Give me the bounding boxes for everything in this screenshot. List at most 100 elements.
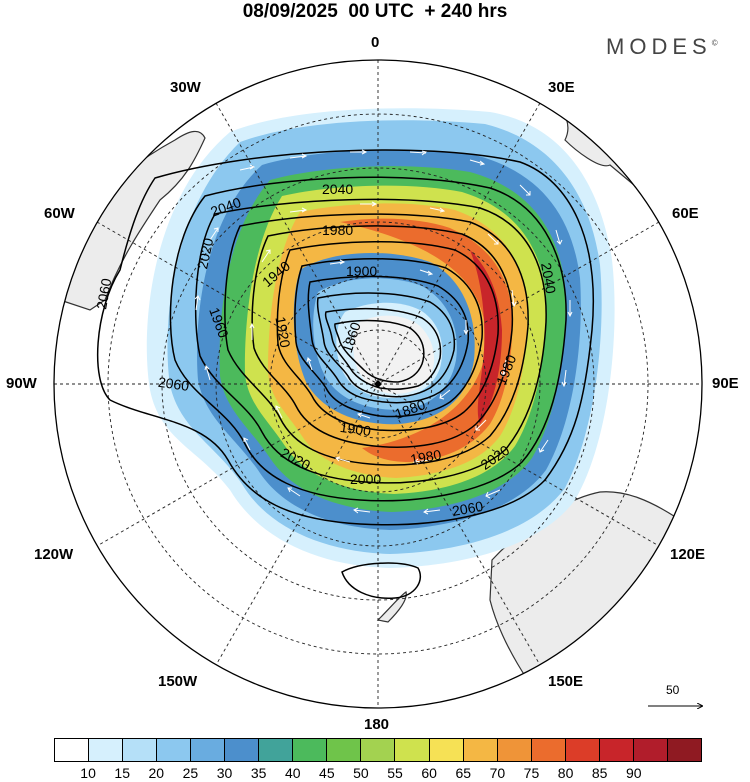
colorbar-label: 35 <box>250 765 267 781</box>
lon-label-150w: 150W <box>158 673 198 690</box>
wind-arrow <box>261 249 271 263</box>
shade-core-white <box>353 315 435 394</box>
wind-arrow <box>287 487 301 497</box>
colorbar-label: 70 <box>489 765 506 781</box>
colorbar-swatch <box>463 739 498 761</box>
colorbar-swatch <box>429 739 464 761</box>
colorbar-label: 10 <box>80 765 96 781</box>
wind-arrow <box>360 201 378 207</box>
wind-arrow <box>561 369 567 388</box>
contour-label: 2000 <box>350 471 381 487</box>
colorbar-label: 75 <box>523 765 540 781</box>
wind-arrow <box>567 300 573 318</box>
wind-arrow <box>243 437 251 451</box>
colorbar-label: 40 <box>284 765 301 781</box>
south-pole-marker <box>374 380 382 388</box>
contour-1860 <box>334 319 425 383</box>
colorbar-label: 80 <box>557 765 574 781</box>
wind-arrow <box>485 489 501 499</box>
contour-2040 <box>169 176 567 502</box>
wind-arrow <box>511 289 517 308</box>
contour-label: 2020 <box>194 236 216 270</box>
colorbar-label: 65 <box>455 765 472 781</box>
contour-label: 1900 <box>346 263 377 279</box>
contour-label: 2060 <box>157 374 190 394</box>
contour-label: 2040 <box>538 261 559 295</box>
wind-arrow <box>487 233 499 245</box>
colorbar-swatch <box>259 739 294 761</box>
copyright-mark: © <box>711 38 718 48</box>
colorbar-swatch <box>361 739 396 761</box>
colorbar-label: 25 <box>182 765 199 781</box>
lon-label-120w: 120W <box>34 546 74 563</box>
colorbar-swatch <box>395 739 430 761</box>
colorbar-swatch <box>633 739 668 761</box>
lon-label-0: 0 <box>371 34 380 51</box>
contour-1880 <box>324 307 442 391</box>
wind-arrow <box>423 508 441 515</box>
colorbar-label: 15 <box>114 765 130 781</box>
lon-label-30e: 30E <box>548 79 575 96</box>
wind-arrow <box>475 419 487 431</box>
colorbar-swatch <box>89 739 124 761</box>
wind-arrow <box>413 458 431 465</box>
new-zealand-land <box>376 591 407 623</box>
contour-label: 1920 <box>272 315 293 349</box>
colorbar-swatch <box>225 739 260 761</box>
colorbar-swatch <box>327 739 362 761</box>
colorbar-swatch <box>157 739 192 761</box>
contour-label: 1980 <box>409 446 443 467</box>
wind-arrow <box>353 507 371 514</box>
contour-label: 2060 <box>93 277 114 311</box>
colorbar-swatch <box>293 739 328 761</box>
contour-2000 <box>224 213 529 466</box>
wind-arrow <box>538 439 549 453</box>
logo-text: MODES <box>606 34 712 59</box>
colorbar-label: 85 <box>591 765 608 781</box>
contour-1960 <box>276 240 499 432</box>
contour-1900 <box>316 292 456 398</box>
wind-arrow <box>289 153 308 159</box>
wind-arrow <box>249 322 255 340</box>
wind-arrow <box>439 389 451 400</box>
contour-1980 <box>251 225 514 448</box>
lon-label-90w: 90W <box>6 375 37 392</box>
wind-arrow <box>335 456 351 463</box>
reference-vector-label: 50 <box>666 683 680 697</box>
wind-arrow <box>289 207 308 213</box>
contour-2060-pacific <box>341 562 422 599</box>
colorbar-label: 20 <box>148 765 165 781</box>
colorbar-label: 45 <box>319 765 335 781</box>
wind-arrow <box>519 184 531 196</box>
lon-label-120e: 120E <box>670 546 706 563</box>
contour-1920 <box>307 275 470 404</box>
colorbar-label: 90 <box>625 765 642 781</box>
colorbar-swatch <box>565 739 600 761</box>
shade-75 <box>340 218 513 462</box>
colorbar-swatch <box>531 739 566 761</box>
map-title: 08/09/2025 00 UTC + 240 hrs <box>242 1 508 22</box>
contour-1940 <box>294 257 483 418</box>
colorbar-label: 55 <box>387 765 403 781</box>
wind-arrow <box>409 150 428 156</box>
polar-map: 2060 2060 2060 2040 2040 2040 2020 2020 … <box>53 59 750 735</box>
colorbar-swatch <box>497 739 532 761</box>
contour-2060 <box>96 149 594 526</box>
colorbar-swatch <box>599 739 634 761</box>
wind-arrow <box>239 164 256 171</box>
contour-label: 1980 <box>322 222 353 238</box>
wind-arrow <box>204 365 211 381</box>
colorbar-swatch <box>123 739 158 761</box>
map-boundary <box>53 59 703 709</box>
lon-label-60w: 60W <box>44 205 75 222</box>
colorbar-label: 50 <box>353 765 369 781</box>
wind-arrow <box>350 149 368 155</box>
wind-arrow <box>419 269 434 276</box>
wind-arrow <box>275 405 283 419</box>
contour-label: 2040 <box>322 181 353 197</box>
colorbar-label: 60 <box>421 765 437 781</box>
wind-arrow <box>209 227 219 241</box>
colorbar-swatch <box>191 739 226 761</box>
wind-arrow <box>463 320 469 336</box>
contour-label: 2060 <box>451 498 485 519</box>
